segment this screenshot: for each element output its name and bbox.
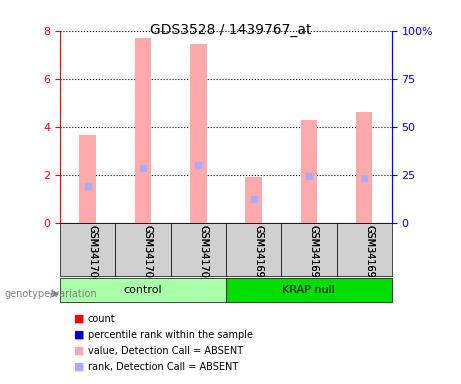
Text: ■: ■ (74, 314, 84, 324)
Text: value, Detection Call = ABSENT: value, Detection Call = ABSENT (88, 346, 242, 356)
Text: GSM341702: GSM341702 (198, 225, 208, 285)
Text: ■: ■ (74, 346, 84, 356)
Text: ■: ■ (74, 330, 84, 340)
Text: count: count (88, 314, 115, 324)
Bar (135, 38, 151, 223)
Text: GDS3528 / 1439767_at: GDS3528 / 1439767_at (150, 23, 311, 37)
Bar (79, 135, 96, 223)
FancyBboxPatch shape (226, 223, 281, 276)
Text: percentile rank within the sample: percentile rank within the sample (88, 330, 253, 340)
Text: GSM341698: GSM341698 (309, 225, 319, 284)
Text: GSM341699: GSM341699 (364, 225, 374, 284)
FancyBboxPatch shape (226, 278, 392, 302)
FancyBboxPatch shape (60, 278, 226, 302)
Text: GSM341697: GSM341697 (254, 225, 264, 285)
Text: GSM341700: GSM341700 (88, 225, 98, 285)
Bar (301, 119, 317, 223)
FancyBboxPatch shape (281, 223, 337, 276)
Text: GSM341700: GSM341700 (88, 225, 98, 285)
FancyBboxPatch shape (171, 223, 226, 276)
Text: GSM341702: GSM341702 (198, 225, 208, 285)
Text: genotype/variation: genotype/variation (5, 289, 97, 299)
Bar (356, 113, 372, 223)
Text: GSM341701: GSM341701 (143, 225, 153, 285)
FancyBboxPatch shape (115, 223, 171, 276)
Bar (245, 177, 262, 223)
Bar (190, 44, 207, 223)
Text: ■: ■ (74, 362, 84, 372)
FancyBboxPatch shape (60, 223, 115, 276)
Text: KRAP null: KRAP null (283, 285, 335, 295)
Text: GSM341697: GSM341697 (254, 225, 264, 285)
FancyBboxPatch shape (337, 223, 392, 276)
Text: GSM341699: GSM341699 (364, 225, 374, 284)
Text: GSM341701: GSM341701 (143, 225, 153, 285)
Text: GSM341698: GSM341698 (309, 225, 319, 284)
Text: control: control (124, 285, 162, 295)
Text: rank, Detection Call = ABSENT: rank, Detection Call = ABSENT (88, 362, 238, 372)
